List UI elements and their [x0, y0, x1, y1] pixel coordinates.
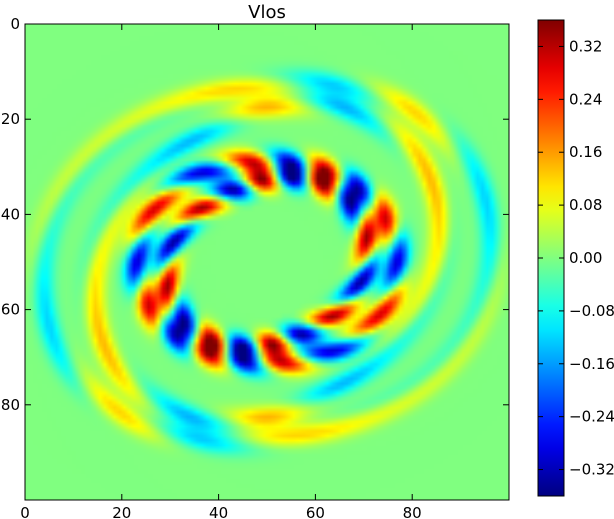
y-tick-label: 60 [1, 301, 20, 319]
heatmap-image [25, 24, 509, 500]
x-tick-label: 40 [209, 504, 228, 519]
chart-title: Vlos [248, 2, 286, 23]
x-tick-label: 20 [112, 504, 131, 519]
colorbar: 0.32 0.24 0.16 0.08 0.00 −0.08 −0.16 −0.24 −0.32 [537, 19, 614, 497]
y-axis: 0 20 40 60 80 [1, 15, 509, 414]
x-tick-label: 60 [306, 504, 325, 519]
colorbar-tick-label: 0.08 [569, 196, 602, 214]
colorbar-tick-label: −0.08 [569, 302, 614, 320]
colorbar-tick-label: 0.00 [569, 249, 602, 267]
y-tick-label: 40 [1, 205, 20, 223]
colorbar-tick-label: 0.24 [569, 90, 602, 108]
colorbar-tick-label: −0.24 [569, 408, 614, 426]
colorbar-tick-label: 0.16 [569, 143, 602, 161]
x-axis: 0 20 40 60 80 [20, 24, 422, 519]
x-tick-label: 0 [20, 504, 30, 519]
y-tick-label: 80 [1, 396, 20, 414]
colorbar-tick-label: −0.16 [569, 355, 614, 373]
plot-frame [24, 23, 510, 501]
y-tick-label: 20 [1, 110, 20, 128]
heatmap-raster [25, 24, 509, 500]
y-tick-label: 0 [10, 15, 20, 33]
x-tick-label: 80 [403, 504, 422, 519]
colorbar-tick-label: 0.32 [569, 37, 602, 55]
colorbar-tick-label: −0.32 [569, 461, 614, 479]
